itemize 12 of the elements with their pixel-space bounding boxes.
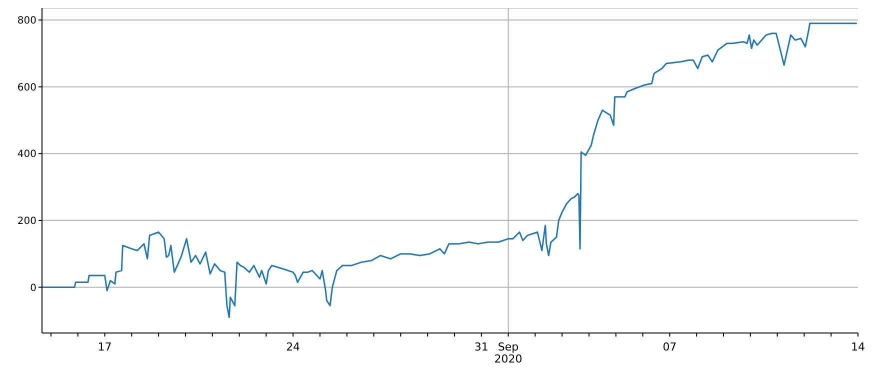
y-tick-label: 200 — [17, 216, 36, 227]
y-tick-label: 400 — [17, 149, 36, 160]
y-tick-label: 800 — [17, 16, 36, 27]
y-tick-label: 600 — [17, 82, 36, 94]
x-tick-label: Sep 2020 — [494, 340, 522, 366]
x-tick-label: 07 — [662, 340, 677, 354]
x-tick-label: 31 — [474, 340, 488, 354]
y-tick-label: 0 — [30, 282, 36, 294]
x-tick-label: 17 — [98, 340, 112, 354]
x-tick-label: 24 — [286, 340, 300, 354]
x-tick-label: 14 — [851, 340, 865, 354]
line-series — [42, 22, 858, 318]
